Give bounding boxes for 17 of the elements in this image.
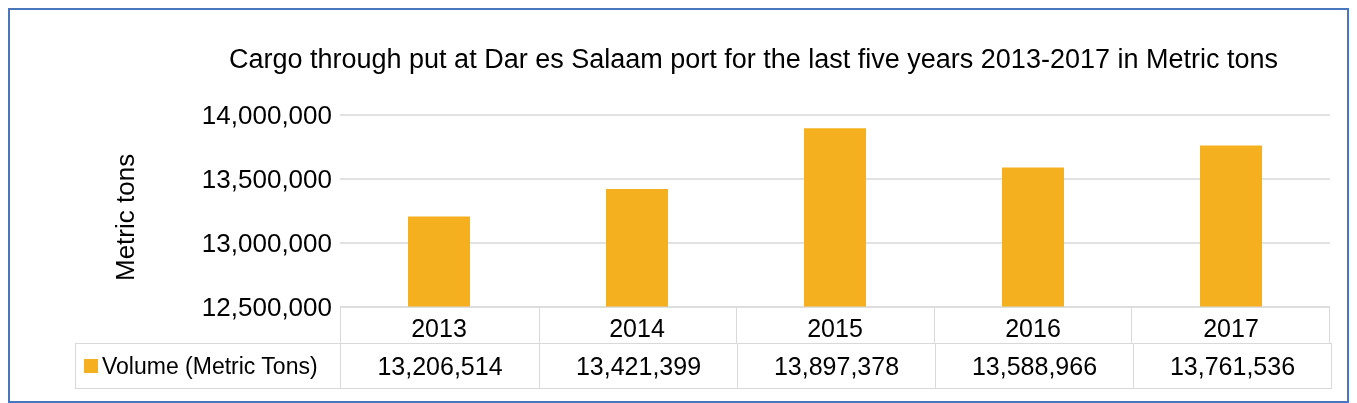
data-label: 13,897,378: [737, 344, 935, 388]
data-label: 13,206,514: [376, 350, 504, 382]
x-tick-label: 2015: [807, 313, 863, 342]
data-label: 13,421,399: [539, 344, 737, 388]
y-axis-title: Metric tons: [110, 153, 141, 281]
y-tick-label: 12,500,000: [201, 292, 332, 323]
legend-label: Volume (Metric Tons): [102, 352, 318, 380]
y-tick-label: 13,500,000: [201, 164, 332, 195]
chart-title: Cargo through put at Dar es Salaam port for the last five years 2013-2017 in Metric tons: [227, 44, 1279, 75]
x-tick-label: 2014: [609, 313, 665, 342]
y-tick-label: 14,000,000: [201, 100, 332, 131]
x-tick-label: 2013: [411, 313, 467, 342]
y-tick-label: 13,000,000: [201, 228, 332, 259]
x-tick-label: 2016: [1005, 313, 1061, 342]
data-label: 13,588,966: [935, 344, 1133, 388]
data-label: 13,761,536: [1133, 344, 1331, 388]
x-tick-label: 2017: [1203, 313, 1259, 342]
